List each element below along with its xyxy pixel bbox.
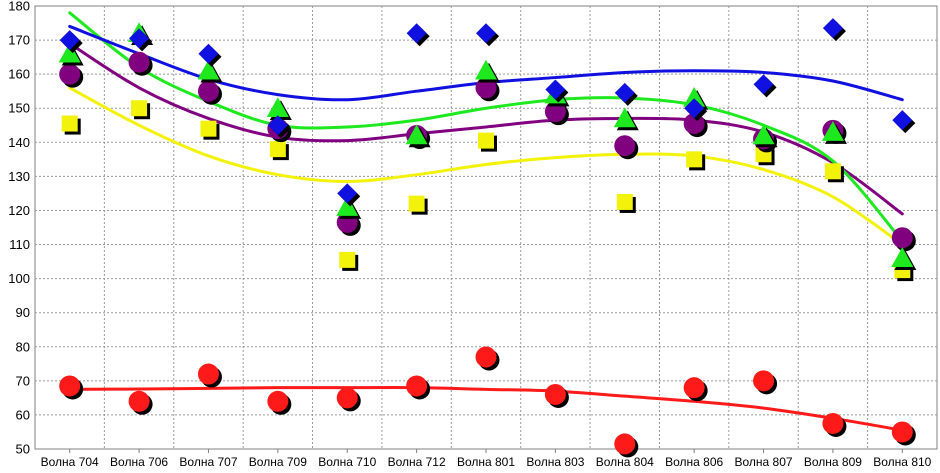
data-point-square xyxy=(131,100,148,117)
x-tick-label: Волна 709 xyxy=(249,455,307,469)
data-point-square xyxy=(478,132,494,149)
data-point-circle xyxy=(59,375,81,397)
y-tick-label: 140 xyxy=(8,135,30,150)
data-point-triangle xyxy=(58,42,81,63)
x-tick-label: Волна 704 xyxy=(41,455,99,469)
x-tick-label: Волна 809 xyxy=(804,455,862,469)
trend-line xyxy=(68,86,904,247)
y-axis: 50 60 70 80 90 100 110 120 130 140 150 160 170 180 xyxy=(8,0,30,457)
data-point-diamond xyxy=(753,74,774,95)
data-point-circle xyxy=(891,421,913,443)
data-point-circle xyxy=(59,63,81,85)
y-tick-label: 150 xyxy=(8,101,30,116)
data-point-triangle xyxy=(405,124,428,145)
data-point-diamond xyxy=(684,98,705,119)
data-point-circle xyxy=(128,390,150,412)
data-point-triangle xyxy=(891,247,914,267)
data-point-square xyxy=(686,151,703,168)
y-tick-label: 120 xyxy=(8,203,30,218)
data-point-circle xyxy=(128,51,150,73)
data-point-diamond xyxy=(892,110,913,131)
data-point-triangle xyxy=(197,59,220,80)
data-point-diamond xyxy=(198,43,219,64)
x-tick-label: Волна 804 xyxy=(596,455,654,469)
data-point-diamond xyxy=(129,28,150,49)
y-tick-label: 110 xyxy=(9,237,30,252)
y-tick-label: 80 xyxy=(16,339,30,354)
data-point-square xyxy=(408,195,425,212)
y-tick-label: 170 xyxy=(8,33,30,48)
x-tick-label: Волна 803 xyxy=(526,455,584,469)
data-point-diamond xyxy=(267,115,288,136)
data-point-circle xyxy=(614,433,636,455)
y-tick-label: 100 xyxy=(8,271,30,286)
grid-layer xyxy=(35,6,937,449)
data-point-triangle xyxy=(266,97,289,118)
x-tick-label: Волна 810 xyxy=(873,455,931,469)
data-point-diamond xyxy=(614,82,635,103)
x-tick-label: Волна 707 xyxy=(179,455,237,469)
data-point-triangle xyxy=(683,87,706,107)
x-tick-label: Волна 806 xyxy=(665,455,723,469)
data-point-diamond xyxy=(476,23,496,44)
data-point-square xyxy=(339,251,356,268)
data-point-circle xyxy=(544,383,566,405)
data-point-triangle xyxy=(752,124,775,145)
data-point-square xyxy=(269,141,286,158)
y-tick-label: 70 xyxy=(16,373,30,388)
data-point-diamond xyxy=(545,79,566,100)
data-point-circle xyxy=(753,370,775,392)
data-markers xyxy=(58,18,917,458)
x-axis: Волна 704 Волна 706 Волна 707 Волна 709 Волн… xyxy=(41,449,932,469)
x-tick-label: Волна 712 xyxy=(388,455,446,469)
data-point-square xyxy=(616,193,633,210)
data-point-circle xyxy=(683,377,705,399)
data-point-triangle xyxy=(613,107,636,128)
data-point-circle xyxy=(197,363,219,385)
data-point-diamond xyxy=(406,23,427,44)
data-point-triangle xyxy=(336,196,359,216)
data-point-triangle xyxy=(475,59,497,80)
data-point-triangle xyxy=(821,121,844,141)
data-point-circle xyxy=(406,375,428,397)
x-tick-label: Волна 801 xyxy=(457,455,515,469)
data-point-circle xyxy=(822,412,844,434)
y-tick-label: 130 xyxy=(8,169,30,184)
data-point-circle xyxy=(475,346,497,368)
data-point-circle xyxy=(267,390,289,412)
trend-line xyxy=(68,386,904,432)
data-point-circle xyxy=(891,227,913,249)
x-tick-label: Волна 807 xyxy=(734,455,792,469)
data-point-square xyxy=(824,163,841,180)
y-tick-label: 50 xyxy=(16,442,30,457)
data-point-circle xyxy=(336,387,358,409)
data-point-circle xyxy=(197,80,219,102)
y-tick-label: 90 xyxy=(16,305,30,320)
data-point-diamond xyxy=(822,18,843,39)
data-point-square xyxy=(61,115,78,132)
data-point-diamond xyxy=(337,183,358,204)
y-tick-label: 160 xyxy=(8,67,30,82)
y-tick-label: 60 xyxy=(16,407,30,422)
y-tick-label: 180 xyxy=(8,0,30,14)
data-point-square xyxy=(200,120,217,137)
x-tick-label: Волна 710 xyxy=(318,455,376,469)
data-point-circle xyxy=(614,135,636,157)
data-point-diamond xyxy=(59,30,80,51)
x-tick-label: Волна 706 xyxy=(110,455,168,469)
